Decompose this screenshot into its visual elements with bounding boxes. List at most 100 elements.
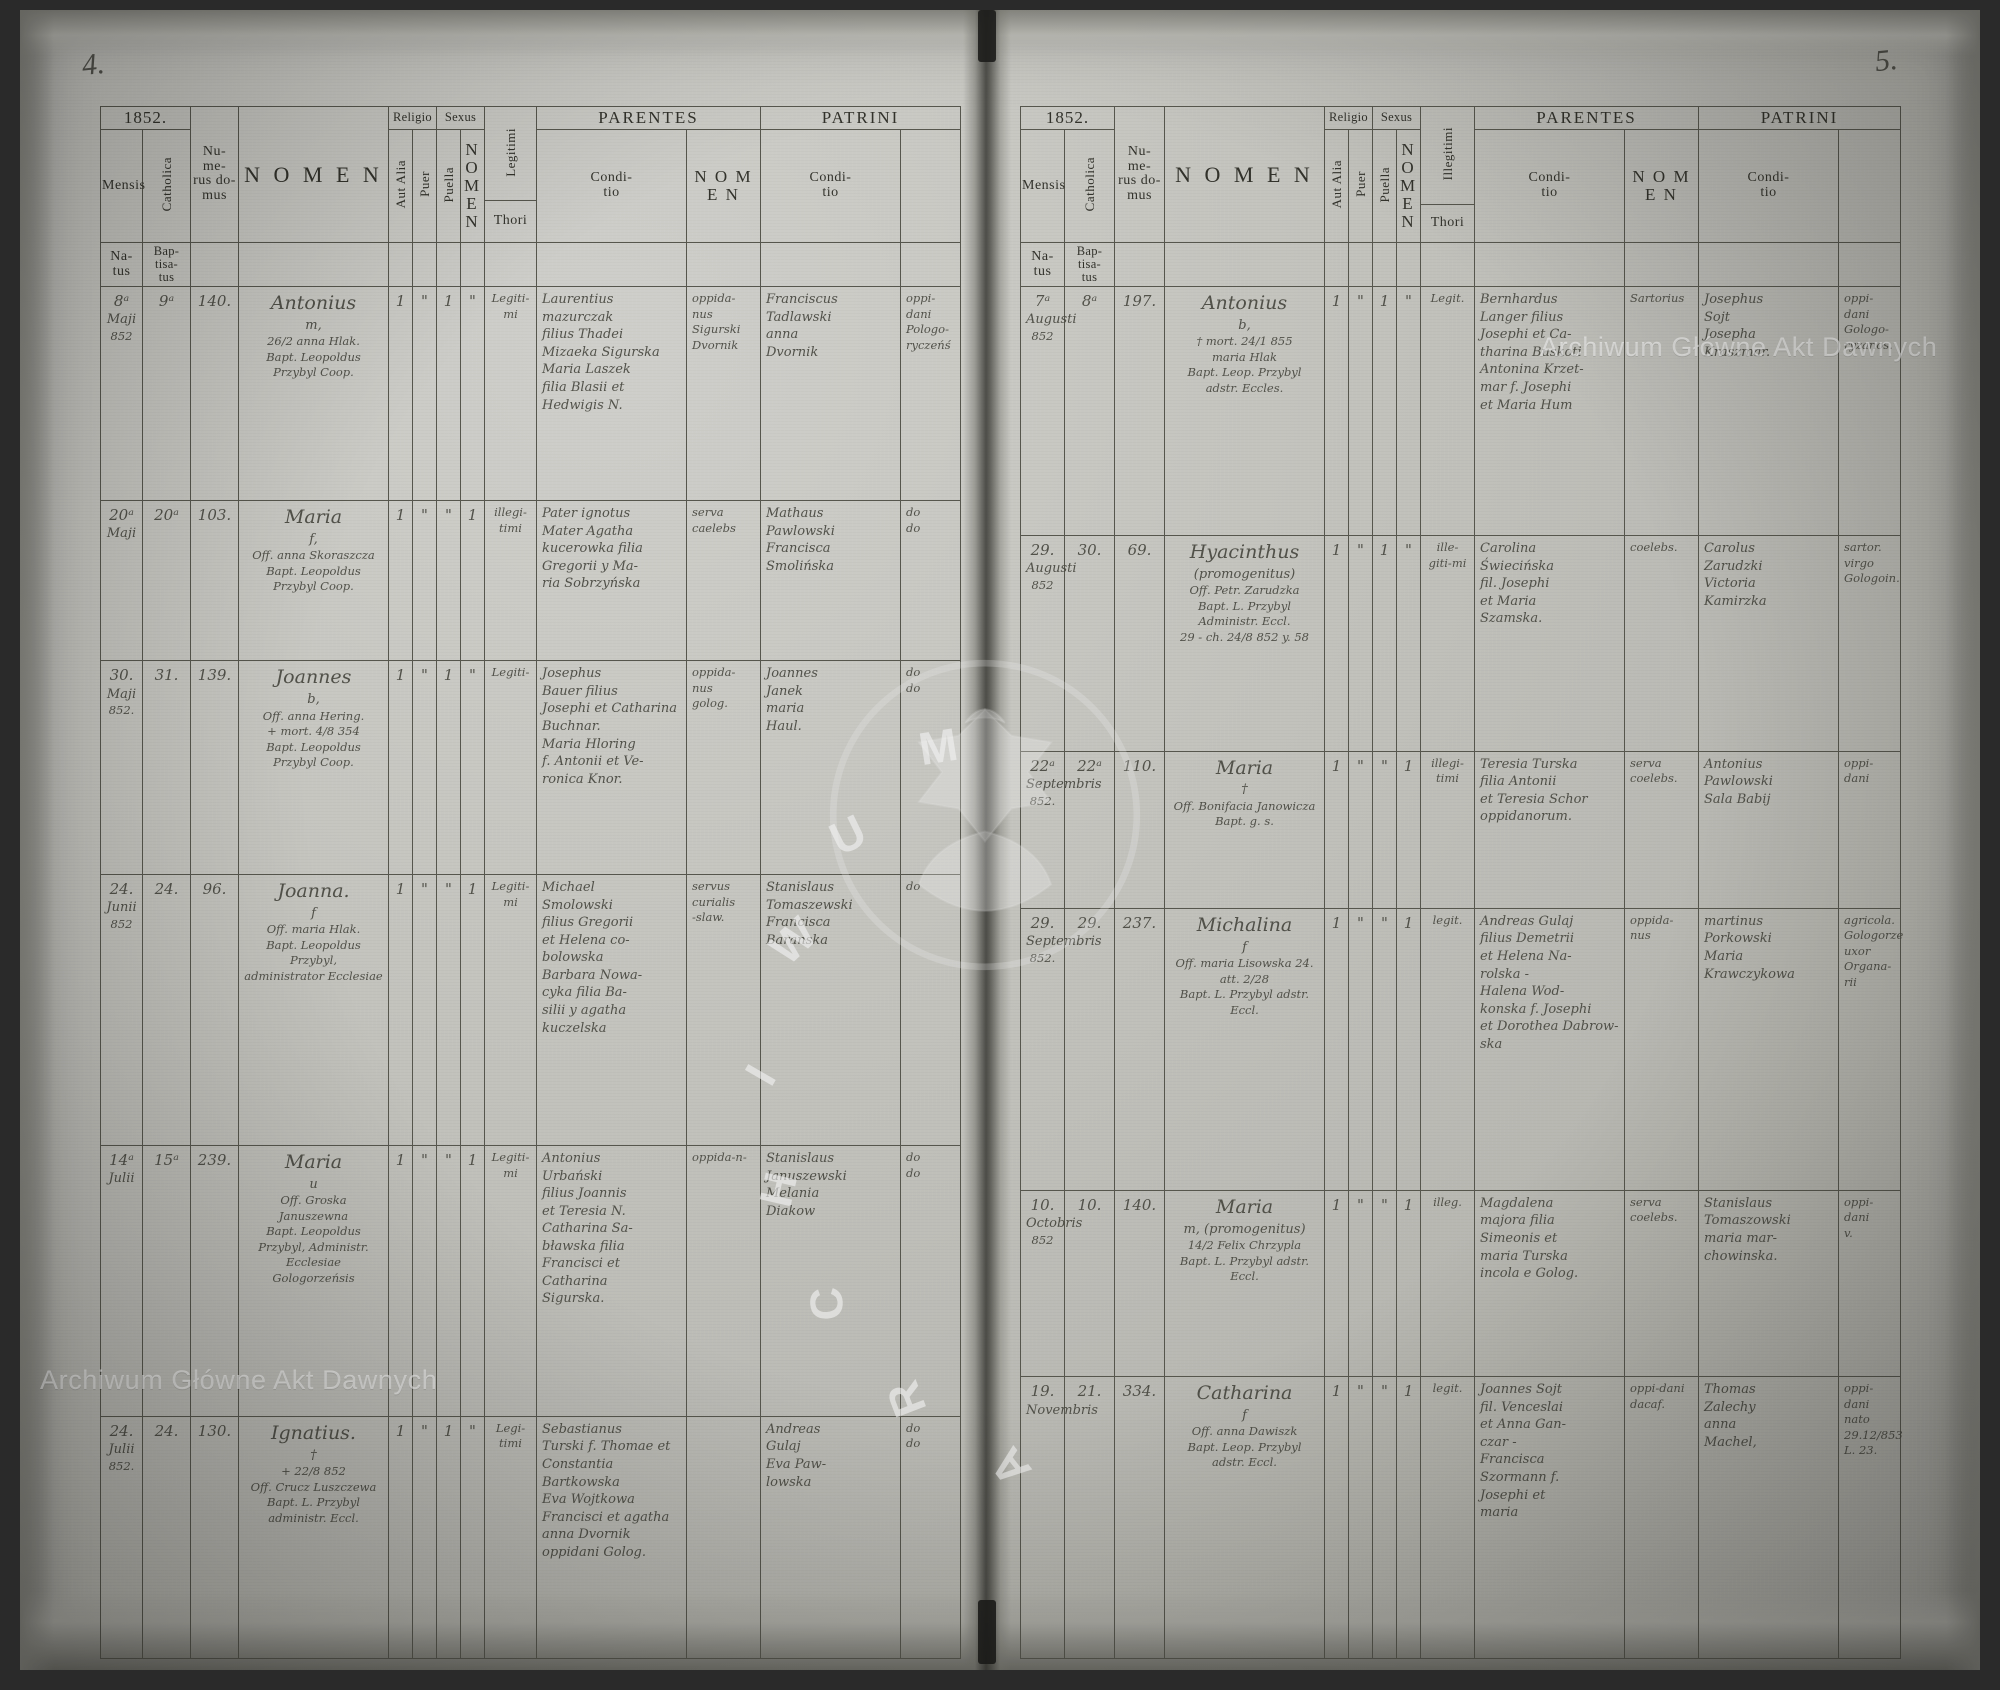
handwritten-line: Tomaszewski	[766, 897, 853, 913]
value-catholica: 1	[395, 292, 406, 311]
handwritten-line: do	[906, 505, 921, 520]
cell-nomen: Maria m, (promogenitus) 14/2 Felix Chrzy…	[1164, 1189, 1325, 1378]
value-natus: 29.	[1030, 541, 1055, 560]
cell-religio-catholica: 1	[1324, 286, 1349, 537]
handwritten-line: ska	[1480, 1036, 1503, 1052]
register-entry-row[interactable]: 14ᵃ Julii 15ᵃ 239. Maria u Off. Groska J…	[100, 1145, 962, 1417]
register-entry-row[interactable]: 30. Maji 852. 31. 139. Joannes b, Off. a…	[100, 660, 962, 876]
cell-sexus-puella: "	[460, 1415, 485, 1660]
value-mensis: Julii	[108, 1442, 135, 1458]
handwritten-line: filius Joannis	[542, 1186, 627, 1202]
handwritten-line: Franciscus	[766, 292, 838, 308]
value-nomen: Joannes	[275, 666, 352, 689]
handwritten-line: Gologoin.	[1844, 571, 1900, 586]
cell-baptisatus: 10.	[1064, 1189, 1115, 1378]
cell-patrini-nomen: Franciscus Tadlawski anna Dvornik	[760, 286, 901, 502]
value-baptisatus: 31.	[154, 666, 179, 685]
handwritten-line: Off. Petr. Zarudzka	[1189, 583, 1300, 598]
handwritten-line: Sigurska.	[542, 1291, 605, 1307]
handwritten-line: oppi-dani	[1844, 755, 1874, 786]
cell-nomen: Hyacinthus (promogenitus) Off. Petr. Zar…	[1164, 535, 1325, 752]
handwritten-line: v.	[1844, 1225, 1853, 1240]
handwritten-line: Constantia Bartkowska	[542, 1456, 620, 1490]
cell-sexus-puella: "	[460, 660, 485, 876]
handwritten-line: Off. maria Lisowska 24.	[1175, 956, 1314, 971]
cell-patrini-conditio: sartor. virgo Gologoin.	[1837, 535, 1902, 752]
register-entry-row[interactable]: 7ᵃ Augusti 852 8ᵃ 197. Antonius b, † mor…	[1020, 286, 1902, 537]
value-natus: 22ᵃ	[1030, 756, 1055, 775]
register-entry-row[interactable]: 10. Octobris 852 10. 140. Maria m, (prom…	[1020, 1189, 1902, 1378]
header-mensis-right: Mensis	[1020, 128, 1065, 243]
handwritten-line: tharina Buskoti	[1480, 344, 1582, 360]
register-entry-row[interactable]: 19. Novembris 21. 334. Catharina f Off. …	[1020, 1376, 1903, 1660]
cell-sexus-puer: "	[1372, 1189, 1397, 1378]
handwritten-line: virgo	[1844, 555, 1874, 570]
handwritten-line: Maria	[1704, 948, 1744, 964]
register-page-left: 1852. Nu-me-rus do-mus N O M E N Religio…	[100, 105, 962, 1660]
handwritten-line: administrator Ecclesiae	[244, 968, 383, 983]
cell-sexus-puer: "	[436, 874, 461, 1147]
handwritten-line: Kamirzka	[1704, 593, 1767, 609]
header-parentes-right: PARENTES	[1474, 106, 1699, 130]
value-alia: "	[1357, 292, 1364, 311]
handwritten-line: et Helena Na-	[1480, 948, 1572, 964]
header-thori-group-right: Illegitimi	[1420, 106, 1475, 205]
cell-baptisatus: 21.	[1064, 1376, 1115, 1660]
handwritten-line: oppida-n-	[692, 1150, 747, 1165]
value-nomen: Antonius	[1201, 292, 1288, 315]
register-entry-row[interactable]: 20ᵃ Maji 20ᵃ 103. Maria f, Off. anna Sko…	[100, 500, 962, 662]
value-nomen: Catharina	[1196, 1382, 1293, 1405]
cell-parentes-nomen: Sebastianus Turski f. Thomae et Constantia…	[536, 1415, 687, 1660]
cell-parentes-conditio: Sartorius	[1624, 286, 1699, 537]
handwritten-line: et Maria	[1480, 593, 1537, 609]
header-sexus-puella-right: Puella	[1372, 128, 1397, 243]
register-entry-row[interactable]: 29. Augusti 852 30. 69. Hyacinthus (prom…	[1020, 535, 1902, 752]
header-religio-catholica-left: Catholica	[142, 128, 191, 243]
handwritten-line: Off. Crucz Luszczewa	[250, 1479, 377, 1494]
cell-parentes-conditio: oppida-nus	[1624, 907, 1699, 1191]
cell-patrini-nomen: Andreas Gulaj Eva Paw-lowska	[760, 1415, 901, 1660]
cell-nomen: Catharina f Off. anna Dawiszk Bapt. Leop.…	[1164, 1376, 1325, 1660]
register-entry-row[interactable]: 29. Septembris 852. 29. 237. Michalina f…	[1020, 907, 1903, 1191]
value-puer: "	[445, 880, 452, 899]
handwritten-line: martinus	[1704, 913, 1764, 929]
handwritten-line: † mort. 24/1 855	[1196, 334, 1293, 349]
value-thori: ille-giti-mi	[1428, 540, 1467, 570]
register-entry-row[interactable]: 24. Junii 852 24. 96. Joanna. f Off. mar…	[100, 874, 962, 1147]
handwritten-line: Bapt. Leopoldus Przybyl Coop.	[266, 349, 361, 380]
header-spacer-patnomen-left	[760, 241, 901, 288]
register-entry-row[interactable]: 24. Julii 852. 24. 130. Ignatius. † + 22…	[100, 1415, 962, 1660]
cell-numerus-domus: 140.	[190, 286, 239, 502]
value-alia: "	[421, 506, 428, 525]
handwritten-line: Josephi et Catharina	[542, 701, 677, 717]
value-baptisatus: 29.	[1077, 913, 1102, 932]
handwritten-line: Pologo-ryczeńś	[906, 322, 951, 352]
folio-number-right: 5.	[1873, 42, 1900, 79]
handwritten-line: uxor	[1844, 943, 1871, 958]
cell-nomen: Maria f, Off. anna Skoraszcza Bapt. Leopo…	[238, 500, 389, 662]
cell-sexus-puella: 1	[460, 874, 485, 1147]
handwritten-line: Haul.	[766, 718, 802, 734]
handwritten-line: Bapt. Leopoldus Przybyl,	[266, 937, 361, 968]
value-puella: 1	[1403, 1382, 1414, 1401]
cell-natus: 19. Novembris	[1020, 1376, 1098, 1660]
value-mensis: Augusti	[1026, 561, 1077, 577]
register-entry-row[interactable]: 8ᵃ Maji 852 9ᵃ 140. Antonius m, 26/2 ann…	[100, 286, 962, 502]
value-alia: "	[421, 292, 428, 311]
handwritten-line: Porkowski	[1704, 931, 1772, 947]
cell-baptisatus: 20ᵃ	[142, 500, 191, 662]
cell-patrini-nomen: Antonius Pawlowski Sala Babij	[1698, 750, 1839, 909]
cell-nomen: Michalina f Off. maria Lisowska 24. att. …	[1164, 907, 1325, 1191]
value-catholica: 1	[1331, 756, 1342, 775]
cell-patrini-conditio: oppi-dani Pologo-ryczeńś	[899, 286, 962, 502]
register-entry-row[interactable]: 22ᵃ Septembris 852. 22ᵃ 110. Maria † Off…	[1020, 750, 1902, 909]
register-body-right: 7ᵃ Augusti 852 8ᵃ 197. Antonius b, † mor…	[1020, 286, 1903, 1660]
cell-sexus-puella: "	[1396, 535, 1421, 752]
header-sexus-puella-label-left: Puella	[440, 166, 456, 203]
handwritten-line: oppi-dani	[906, 291, 936, 321]
handwritten-line: Bapt. Leopoldus Przybyl Coop.	[266, 563, 361, 594]
handwritten-line: f. Antonii et Ve-	[542, 754, 644, 770]
cell-patrini-conditio: do do	[899, 1145, 962, 1417]
value-nomen: Maria	[284, 506, 343, 529]
value-baptisatus: 8ᵃ	[1081, 292, 1098, 311]
